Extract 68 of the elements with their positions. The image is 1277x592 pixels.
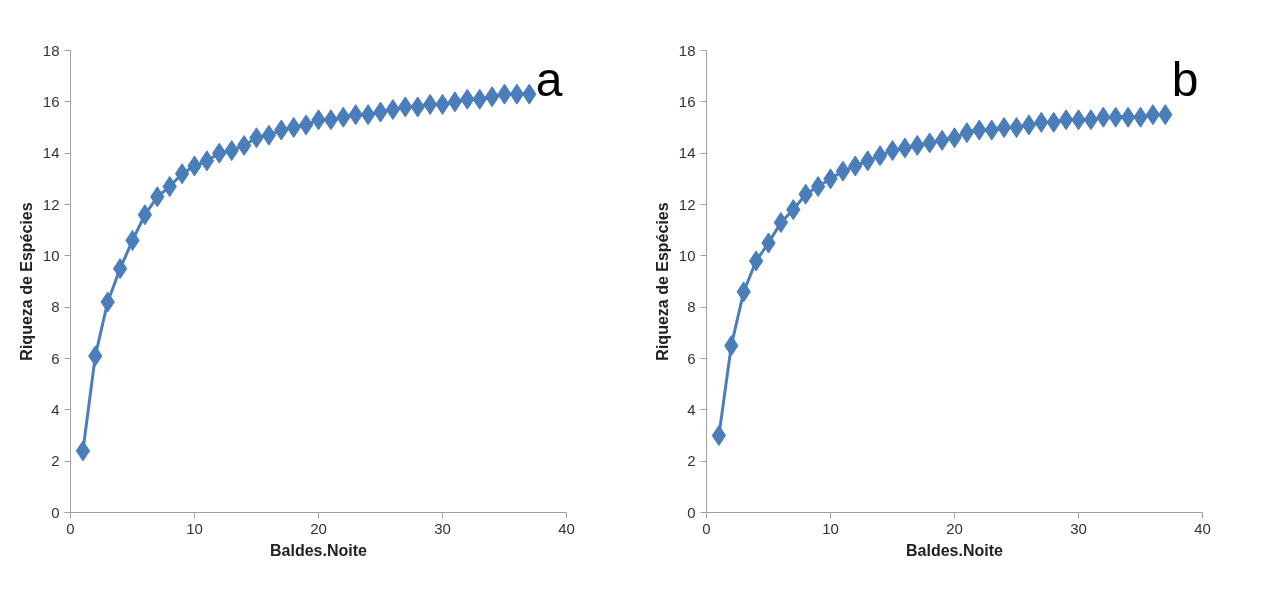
point xyxy=(1145,104,1161,126)
annotation: b xyxy=(1171,52,1199,106)
y-tick-label: 0 xyxy=(687,503,696,521)
point xyxy=(236,134,252,156)
point xyxy=(711,425,727,446)
y-tick-label: 4 xyxy=(687,400,696,418)
y-tick-label: 16 xyxy=(678,92,696,110)
point xyxy=(835,160,851,182)
point xyxy=(112,258,128,280)
x-tick-label: 40 xyxy=(1194,519,1211,537)
x-tick-label: 10 xyxy=(822,519,839,537)
point xyxy=(286,117,301,138)
point xyxy=(509,83,525,105)
point xyxy=(323,109,339,131)
point xyxy=(174,163,190,185)
y-tick-label: 2 xyxy=(687,452,696,470)
point xyxy=(748,250,764,272)
point xyxy=(360,104,376,126)
point xyxy=(484,86,500,108)
x-tick-label: 30 xyxy=(1070,519,1087,537)
point xyxy=(1009,117,1024,138)
y-tick-label: 18 xyxy=(678,41,696,59)
x-axis-title: Baldes.Noite xyxy=(906,541,1004,559)
y-tick-label: 10 xyxy=(42,246,60,264)
x-tick-label: 20 xyxy=(946,519,963,537)
x-tick-label: 0 xyxy=(702,519,711,537)
x-tick-label: 40 xyxy=(558,519,575,537)
y-tick-label: 12 xyxy=(42,195,60,213)
y-tick-label: 2 xyxy=(51,452,60,470)
point xyxy=(1120,106,1136,128)
point xyxy=(75,440,91,462)
x-tick-label: 0 xyxy=(66,519,75,537)
point xyxy=(773,211,789,233)
y-tick-label: 8 xyxy=(51,298,60,316)
point xyxy=(810,176,826,198)
annotation: a xyxy=(535,52,563,106)
point xyxy=(959,122,975,144)
x-tick-label: 10 xyxy=(186,519,203,537)
y-tick-label: 8 xyxy=(687,298,696,316)
point xyxy=(934,129,950,151)
y-axis-title: Riqueza de Espécies xyxy=(17,202,35,361)
point xyxy=(897,137,913,159)
y-tick-label: 12 xyxy=(678,195,696,213)
point xyxy=(422,93,438,115)
point xyxy=(872,145,888,167)
y-tick-label: 6 xyxy=(687,349,696,367)
x-tick-label: 30 xyxy=(434,519,451,537)
point xyxy=(1021,114,1037,136)
point xyxy=(385,99,401,121)
y-tick-label: 0 xyxy=(51,503,60,521)
x-tick-label: 20 xyxy=(310,519,327,537)
point xyxy=(1058,109,1074,131)
y-tick-label: 4 xyxy=(51,400,60,418)
point xyxy=(447,91,463,113)
y-tick-label: 16 xyxy=(42,92,60,110)
point xyxy=(137,204,153,226)
y-tick-label: 6 xyxy=(51,349,60,367)
x-axis-title: Baldes.Noite xyxy=(270,541,368,559)
point xyxy=(199,150,215,172)
point xyxy=(261,124,277,146)
y-tick-label: 10 xyxy=(678,246,696,264)
y-axis-title: Riqueza de Espécies xyxy=(653,202,671,361)
point xyxy=(298,114,314,136)
y-tick-label: 14 xyxy=(42,144,60,162)
point xyxy=(1083,109,1099,131)
y-tick-label: 18 xyxy=(42,41,60,59)
y-tick-label: 14 xyxy=(678,144,696,162)
point xyxy=(996,117,1012,138)
